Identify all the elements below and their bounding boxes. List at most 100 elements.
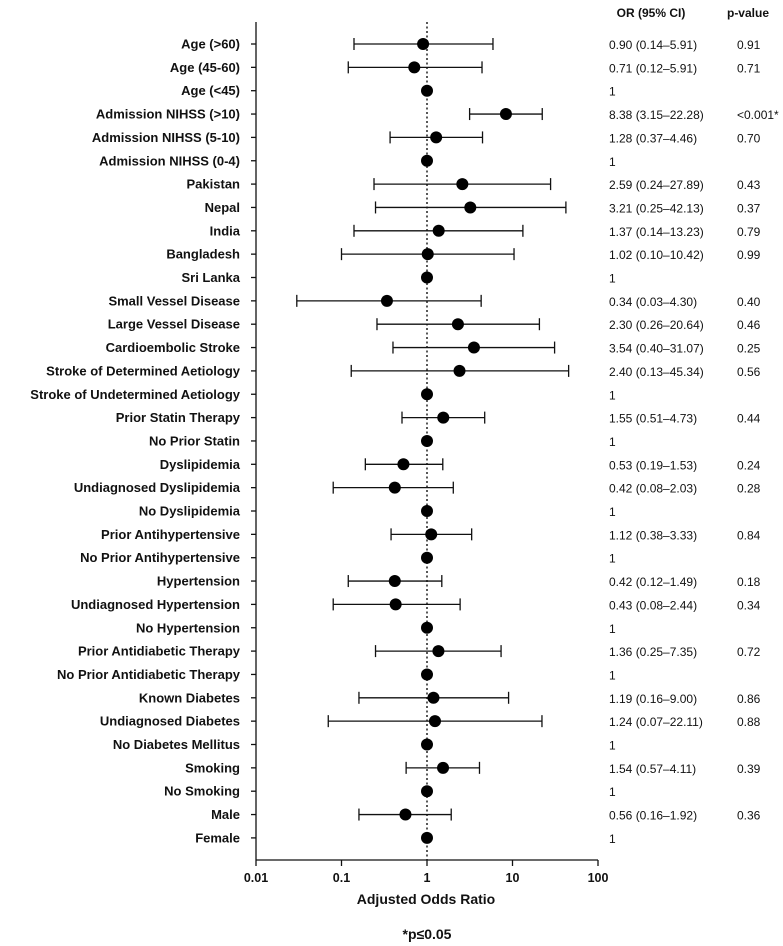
- row-label: No Prior Antidiabetic Therapy: [57, 667, 241, 682]
- x-tick-label: 0.01: [244, 871, 268, 885]
- ci-value: 1: [609, 622, 616, 636]
- row-label: Nepal: [205, 200, 240, 215]
- odds-ratio-point: [421, 84, 433, 97]
- row-label: Admission NIHSS (0-4): [99, 153, 240, 168]
- ci-value: 0.56 (0.16–1.92): [609, 809, 697, 823]
- x-tick-label: 10: [506, 871, 520, 885]
- p-value: 0.40: [737, 295, 761, 309]
- p-value: 0.39: [737, 762, 761, 776]
- odds-ratio-point: [437, 761, 450, 774]
- odds-ratio-point: [425, 528, 438, 541]
- p-value: 0.70: [737, 131, 761, 145]
- p-value: 0.79: [737, 225, 761, 239]
- odds-ratio-point: [389, 598, 402, 611]
- row-label: Hypertension: [157, 574, 240, 589]
- odds-ratio-point: [453, 364, 466, 377]
- odds-ratio-point: [432, 224, 445, 237]
- odds-ratio-point: [380, 294, 393, 307]
- odds-ratio-point: [421, 388, 433, 401]
- row-label: No Dyslipidemia: [139, 504, 241, 519]
- row-label: Small Vessel Disease: [108, 293, 240, 308]
- p-value: 0.36: [737, 809, 761, 823]
- ci-value: 1: [609, 785, 616, 799]
- p-value: 0.99: [737, 248, 761, 262]
- p-value: 0.91: [737, 38, 761, 52]
- row-label: Prior Antihypertensive: [101, 527, 240, 542]
- odds-ratio-point: [408, 61, 421, 74]
- odds-ratio-point: [399, 808, 412, 821]
- row-label: No Hypertension: [136, 620, 240, 635]
- ci-value: 1: [609, 668, 616, 682]
- row-label: Sri Lanka: [181, 270, 240, 285]
- p-value-column-header: p-value: [727, 6, 769, 20]
- ci-value: 1: [609, 388, 616, 402]
- ci-value: 1.37 (0.14–13.23): [609, 225, 704, 239]
- odds-ratio-point: [417, 38, 430, 50]
- ci-value: 8.38 (3.15–22.28): [609, 108, 704, 122]
- ci-value: 2.59 (0.24–27.89): [609, 178, 704, 192]
- ci-column-header: OR (95% CI): [617, 6, 686, 20]
- p-value: 0.44: [737, 412, 761, 426]
- ci-value: 1: [609, 435, 616, 449]
- odds-ratio-point: [467, 341, 480, 354]
- ci-value: 2.40 (0.13–45.34): [609, 365, 704, 379]
- row-label: Admission NIHSS (>10): [96, 107, 240, 122]
- ci-value: 0.90 (0.14–5.91): [609, 38, 697, 52]
- ci-value: 1: [609, 272, 616, 286]
- p-value: 0.24: [737, 458, 761, 472]
- p-value: 0.84: [737, 528, 761, 542]
- ci-value: 1.54 (0.57–4.11): [609, 762, 696, 776]
- significance-footnote: *p≤0.05: [403, 926, 452, 942]
- odds-ratio-point: [427, 691, 440, 704]
- odds-ratio-point: [421, 551, 433, 564]
- p-value: 0.25: [737, 342, 761, 356]
- p-value: 0.71: [737, 61, 761, 75]
- ci-value: 1: [609, 505, 616, 519]
- row-label: Undiagnosed Dyslipidemia: [74, 480, 241, 495]
- ci-value: 1: [609, 155, 616, 169]
- row-label: Undiagnosed Hypertension: [71, 597, 240, 612]
- odds-ratio-point: [388, 575, 401, 588]
- ci-value: 0.71 (0.12–5.91): [609, 61, 697, 75]
- odds-ratio-point: [499, 108, 512, 121]
- row-label: Bangladesh: [166, 247, 240, 262]
- ci-value: 1.28 (0.37–4.46): [609, 131, 697, 145]
- odds-ratio-point: [451, 318, 464, 331]
- x-tick-label: 100: [588, 871, 609, 885]
- row-label: Prior Antidiabetic Therapy: [78, 644, 241, 659]
- row-label: Pakistan: [187, 177, 241, 192]
- p-value: 0.88: [737, 715, 761, 729]
- row-label: No Prior Antihypertensive: [80, 550, 240, 565]
- row-label: Female: [195, 830, 240, 845]
- row-label: Admission NIHSS (5-10): [92, 130, 240, 145]
- row-label: Stroke of Undetermined Aetiology: [30, 387, 240, 402]
- odds-ratio-point: [421, 248, 434, 261]
- odds-ratio-point: [421, 271, 433, 284]
- p-value: 0.86: [737, 692, 761, 706]
- x-axis-title: Adjusted Odds Ratio: [357, 891, 495, 907]
- row-label: No Diabetes Mellitus: [113, 737, 240, 752]
- p-value: 0.18: [737, 575, 761, 589]
- odds-ratio-point: [464, 201, 477, 214]
- p-value: 0.72: [737, 645, 761, 659]
- ci-value: 1.12 (0.38–3.33): [609, 528, 697, 542]
- x-tick-label: 1: [424, 871, 431, 885]
- ci-value: 1.19 (0.16–9.00): [609, 692, 697, 706]
- odds-ratio-point: [456, 178, 469, 191]
- row-label: Cardioembolic Stroke: [106, 340, 240, 355]
- ci-value: 1: [609, 739, 616, 753]
- ci-value: 1.55 (0.51–4.73): [609, 412, 697, 426]
- odds-ratio-point: [421, 621, 433, 634]
- ci-value: 3.54 (0.40–31.07): [609, 342, 704, 356]
- ci-value: 0.53 (0.19–1.53): [609, 458, 697, 472]
- row-label: No Prior Statin: [149, 433, 240, 448]
- ci-value: 1.24 (0.07–22.11): [609, 715, 703, 729]
- odds-ratio-point: [428, 715, 441, 728]
- row-label: Stroke of Determined Aetiology: [46, 363, 241, 378]
- odds-ratio-point: [430, 131, 443, 144]
- odds-ratio-point: [397, 458, 410, 471]
- row-label: Undiagnosed Diabetes: [100, 714, 240, 729]
- row-label: Smoking: [185, 760, 240, 775]
- odds-ratio-point: [421, 831, 433, 844]
